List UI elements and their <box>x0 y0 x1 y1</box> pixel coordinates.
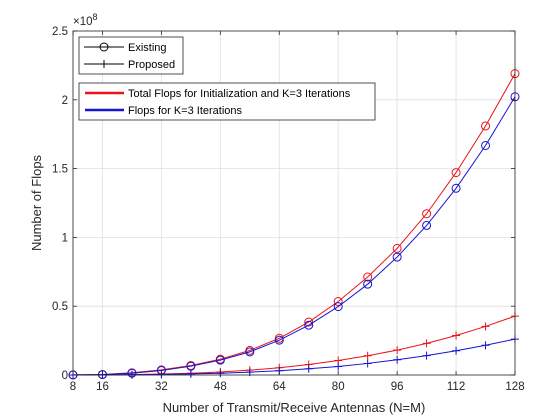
legend-colors-box <box>78 82 376 121</box>
data-point <box>393 346 402 355</box>
data-point <box>481 140 491 150</box>
data-point <box>452 346 461 355</box>
axis-ticks: 8 16 32 48 64 80 96 112 128 0 0.5 1 1.5 2 2.5 <box>52 26 525 393</box>
x-tick-label: 16 <box>96 381 109 393</box>
y-tick-label: 0.5 <box>52 301 68 313</box>
data-point <box>363 272 373 282</box>
data-point <box>245 347 255 357</box>
y-exponent-label: ×108 <box>73 12 98 28</box>
legend-proposed-label: Proposed <box>128 59 175 71</box>
data-point <box>392 243 402 253</box>
x-tick-label: 96 <box>391 381 404 393</box>
data-point <box>422 209 432 219</box>
data-point <box>392 252 402 262</box>
data-point <box>452 331 461 340</box>
data-point <box>451 168 461 178</box>
x-axis-label: Number of Transmit/Receive Antennas (N=M… <box>163 400 426 415</box>
plot-frame <box>72 30 516 376</box>
legend-total-flops-label: Total Flops for Initialization and K=3 I… <box>128 88 351 100</box>
legend-item-iteration-flops: Flops for K=3 Iterations <box>85 105 243 117</box>
data-point <box>481 322 490 331</box>
data-point <box>363 351 372 360</box>
data-point <box>363 359 372 368</box>
legend-existing-label: Existing <box>128 42 167 54</box>
data-point <box>334 362 343 371</box>
y-tick-label: 0 <box>62 370 68 382</box>
data-point <box>304 317 314 327</box>
x-tick-label: 48 <box>214 381 227 393</box>
data-point <box>363 279 373 289</box>
y-tick-label: 2.5 <box>52 26 68 38</box>
y-axis-label: Number of Flops <box>29 154 44 251</box>
data-point <box>451 183 461 193</box>
data-point <box>215 355 225 365</box>
data-point <box>481 121 491 131</box>
series-line <box>72 96 516 376</box>
y-tick-label: 1 <box>62 232 68 244</box>
x-tick-label: 112 <box>447 381 465 393</box>
x-tick-label: 32 <box>155 381 168 393</box>
data-point <box>422 351 431 360</box>
data-point <box>186 369 195 378</box>
data-point <box>333 302 343 312</box>
y-tick-label: 1.5 <box>52 164 68 176</box>
data-point <box>333 297 343 307</box>
data-point <box>422 339 431 348</box>
data-point <box>304 320 314 330</box>
legend-item-existing: Existing <box>84 42 167 54</box>
x-tick-label: 8 <box>70 381 76 393</box>
data-point <box>304 364 313 373</box>
legend-markers-box <box>78 36 184 75</box>
data-point <box>274 335 284 345</box>
plot-background <box>73 31 515 375</box>
y-tick-label: 2 <box>62 95 68 107</box>
legend-item-total-flops: Total Flops for Initialization and K=3 I… <box>85 88 351 100</box>
legend-existing-marker <box>99 42 109 52</box>
legend-proposed-marker <box>100 60 108 68</box>
legend-colors: Total Flops for Initialization and K=3 I… <box>78 82 376 121</box>
data-point <box>481 341 490 350</box>
legend-item-proposed: Proposed <box>84 59 175 71</box>
legend-markers: Existing Proposed <box>78 36 184 75</box>
x-tick-label: 128 <box>505 381 524 393</box>
series-2-circle <box>68 92 520 380</box>
data-point <box>422 220 432 230</box>
legend-iteration-flops-label: Flops for K=3 Iterations <box>128 105 243 117</box>
data-point <box>393 355 402 364</box>
x-tick-label: 80 <box>332 381 345 393</box>
x-tick-label: 64 <box>273 381 286 393</box>
